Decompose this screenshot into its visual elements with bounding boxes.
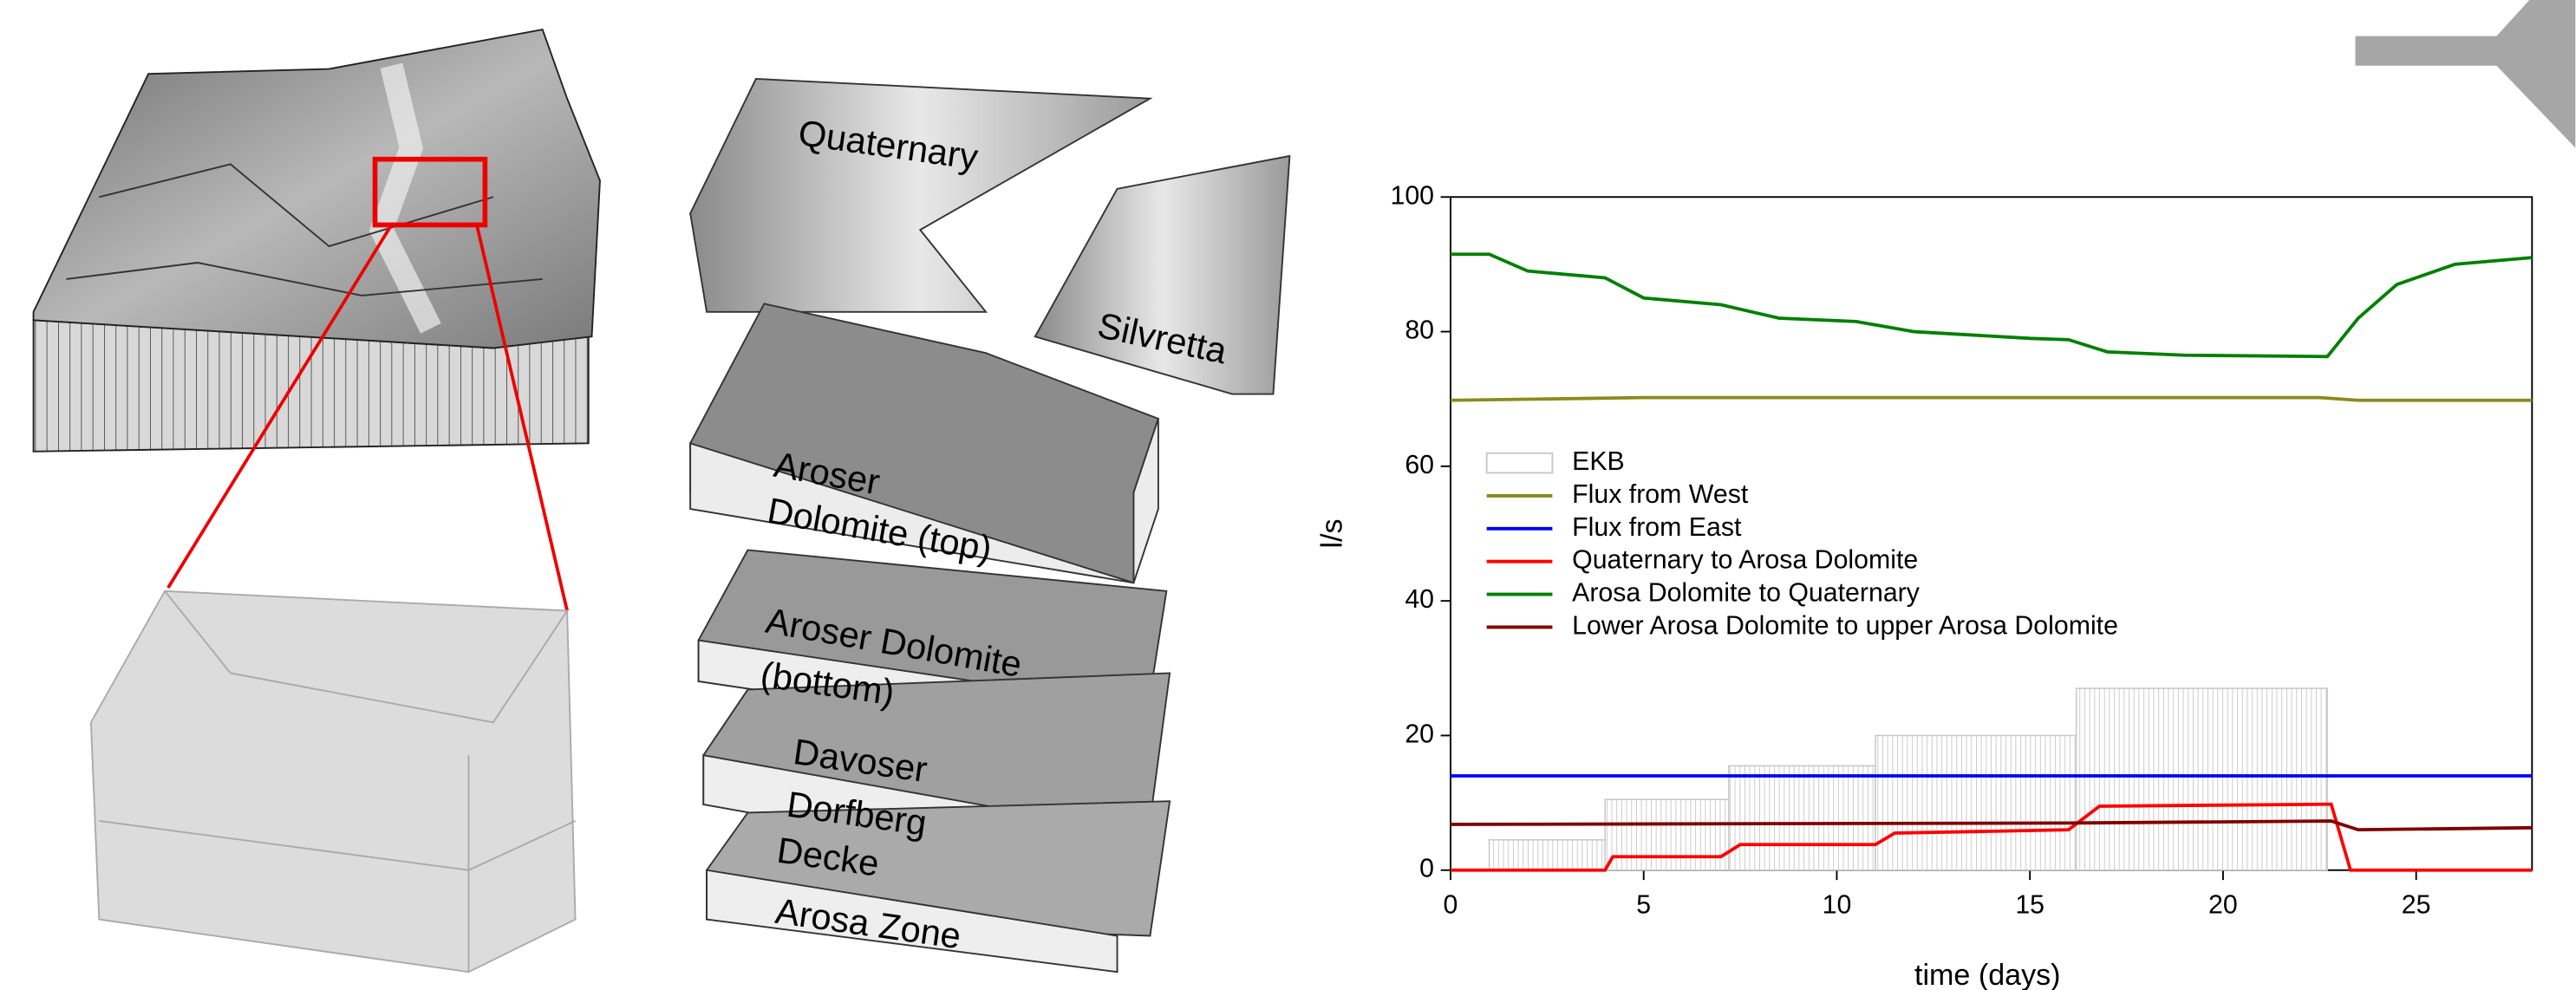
y-tick-label: 80 — [1405, 316, 1434, 345]
line — [1450, 252, 2533, 359]
y-axis-label: l/s — [1316, 518, 1349, 548]
x-tick-label: 5 — [1636, 890, 1651, 919]
bar — [2075, 687, 2328, 871]
legend-label: Arosa Dolomite to Quaternary — [1572, 579, 1921, 608]
legend-label: Flux from East — [1572, 513, 1742, 542]
x-axis-label: time (days) — [1914, 959, 2061, 990]
layer-model — [689, 77, 1291, 974]
legend-label: Flux from West — [1572, 480, 1749, 509]
y-tick-label: 100 — [1390, 181, 1434, 210]
line — [1450, 819, 2533, 832]
terrain-model — [32, 29, 601, 974]
legend-label: Quaternary to Arosa Dolomite — [1572, 546, 1918, 575]
y-tick-label: 20 — [1405, 720, 1434, 748]
bar — [1727, 765, 1876, 871]
x-tick-label: 0 — [1444, 890, 1458, 919]
line — [1450, 802, 2533, 872]
bar — [1488, 839, 1606, 871]
line — [1450, 395, 2533, 402]
x-tick-label: 15 — [2015, 890, 2044, 919]
legend-label: Lower Arosa Dolomite to upper Arosa Dolo… — [1572, 611, 2118, 640]
x-tick-label: 20 — [2208, 890, 2238, 919]
x-tick-label: 25 — [2402, 890, 2431, 919]
x-tick-label: 10 — [1823, 890, 1852, 919]
legend-label: EKB — [1572, 447, 1625, 476]
legend-swatch — [1485, 452, 1554, 474]
decoration — [2355, 0, 2576, 148]
y-tick-label: 0 — [1419, 855, 1434, 883]
bar — [1875, 734, 2077, 871]
bar — [1604, 798, 1730, 871]
y-tick-label: 40 — [1405, 585, 1434, 614]
y-tick-label: 60 — [1405, 451, 1434, 479]
